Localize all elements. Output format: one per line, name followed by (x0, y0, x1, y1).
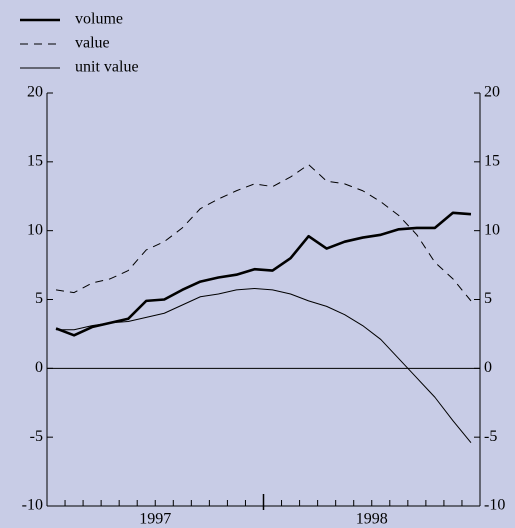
y2-tick-label: 20 (484, 84, 500, 101)
y2-tick-label: 15 (484, 153, 500, 170)
legend-label: value (75, 35, 110, 52)
y-tick-label: -10 (22, 497, 43, 514)
y2-tick-label: -10 (484, 497, 505, 514)
y2-tick-label: 0 (484, 359, 492, 376)
legend-label: volume (75, 11, 123, 28)
y-tick-label: -5 (30, 428, 43, 445)
x-group-label: 1998 (356, 511, 388, 528)
y2-tick-label: 5 (484, 290, 492, 307)
x-group-label: 1997 (139, 511, 171, 528)
legend-label: unit value (75, 59, 139, 76)
series-line (55, 164, 472, 302)
y-tick-label: 0 (35, 359, 43, 376)
y2-tick-label: -5 (484, 428, 497, 445)
series-line (55, 211, 472, 337)
y-tick-label: 15 (27, 153, 43, 170)
y2-tick-label: 10 (484, 221, 500, 238)
y-tick-label: 10 (27, 221, 43, 238)
y-tick-label: 5 (35, 290, 43, 307)
y-tick-label: 20 (27, 84, 43, 101)
series-line (56, 287, 472, 443)
